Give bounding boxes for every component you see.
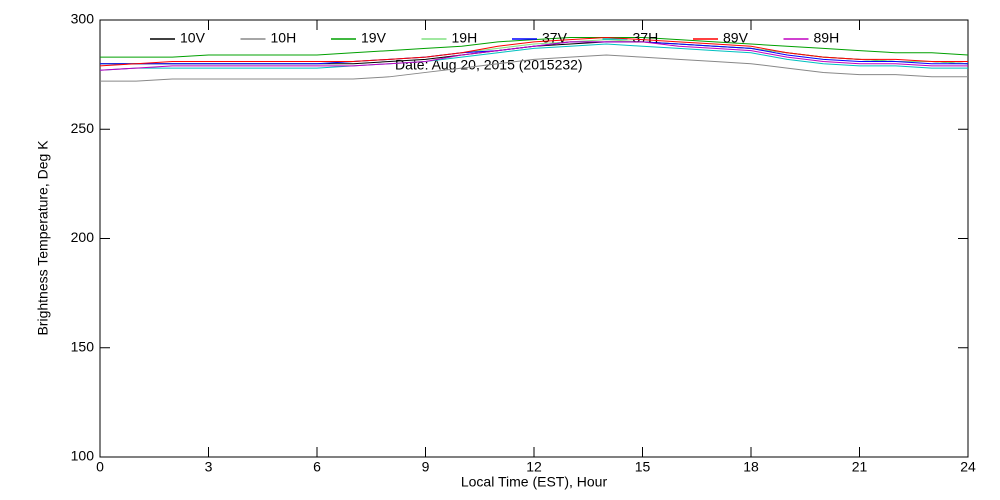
y-tick-label: 200 xyxy=(71,229,95,245)
legend-label: 19V xyxy=(361,30,387,46)
plot-frame xyxy=(99,19,969,458)
x-tick-label: 0 xyxy=(96,459,104,475)
series-line xyxy=(99,41,968,71)
x-tick-label: 24 xyxy=(960,459,976,475)
legend-label: 89V xyxy=(723,30,749,46)
x-axis-label: Local Time (EST), Hour xyxy=(461,474,608,490)
legend-label: 10H xyxy=(271,30,297,46)
y-tick-label: 250 xyxy=(71,120,95,136)
x-tick-label: 9 xyxy=(422,459,430,475)
x-tick-label: 15 xyxy=(635,459,651,475)
y-axis-label: Brightness Temperature, Deg K xyxy=(35,140,51,336)
y-tick-label: 100 xyxy=(71,448,95,464)
legend-label: 10V xyxy=(180,30,206,46)
x-tick-label: 18 xyxy=(743,459,759,475)
legend-label: 37V xyxy=(542,30,568,46)
legend-label: 89H xyxy=(814,30,840,46)
x-tick-label: 12 xyxy=(526,459,542,475)
y-tick-label: 150 xyxy=(71,338,95,354)
x-tick-label: 6 xyxy=(313,459,321,475)
series-line xyxy=(100,54,968,82)
legend-label: 19H xyxy=(452,30,478,46)
x-tick-label: 21 xyxy=(852,459,868,475)
x-tick-label: 3 xyxy=(205,459,213,475)
y-tick-label: 300 xyxy=(71,11,95,27)
series-line xyxy=(99,36,968,67)
series-line xyxy=(99,43,968,71)
